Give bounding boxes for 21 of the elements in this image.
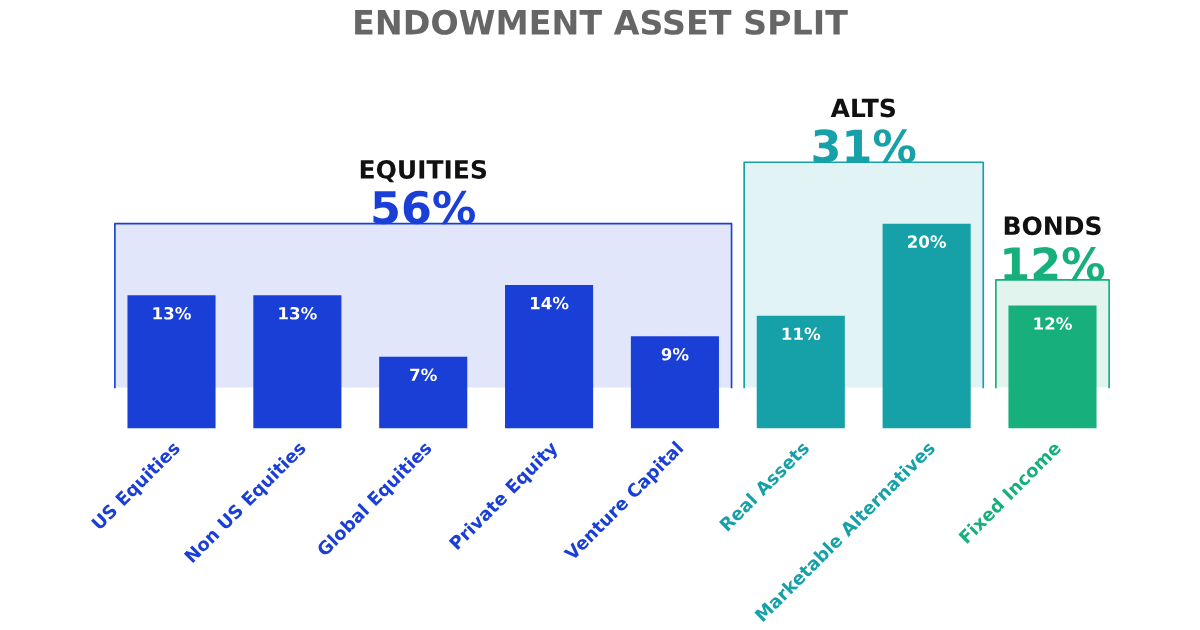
chart-title: ENDOWMENT ASSET SPLIT bbox=[355, 9, 848, 35]
band-label: BONDS bbox=[1004, 216, 1101, 236]
annotation: 12% bbox=[1004, 246, 1105, 281]
data-label: 11% bbox=[782, 327, 821, 341]
data-label: 9% bbox=[661, 347, 689, 361]
bar bbox=[127, 295, 216, 429]
band-label: ALTS bbox=[830, 98, 895, 118]
bar bbox=[379, 356, 468, 429]
data-label: 7% bbox=[410, 368, 437, 382]
data-label: 20% bbox=[908, 235, 947, 248]
bar bbox=[630, 336, 719, 429]
text: 31% bbox=[813, 129, 916, 163]
band-label: EQUITIES bbox=[360, 159, 487, 183]
bar bbox=[505, 285, 594, 429]
data-label: 13% bbox=[153, 306, 191, 320]
bar bbox=[253, 295, 342, 429]
data-label: 14% bbox=[531, 296, 569, 310]
data-label: 12% bbox=[1034, 317, 1072, 330]
bar bbox=[756, 315, 845, 429]
data-label: 13% bbox=[279, 306, 317, 320]
annotation: 56% bbox=[373, 190, 475, 225]
